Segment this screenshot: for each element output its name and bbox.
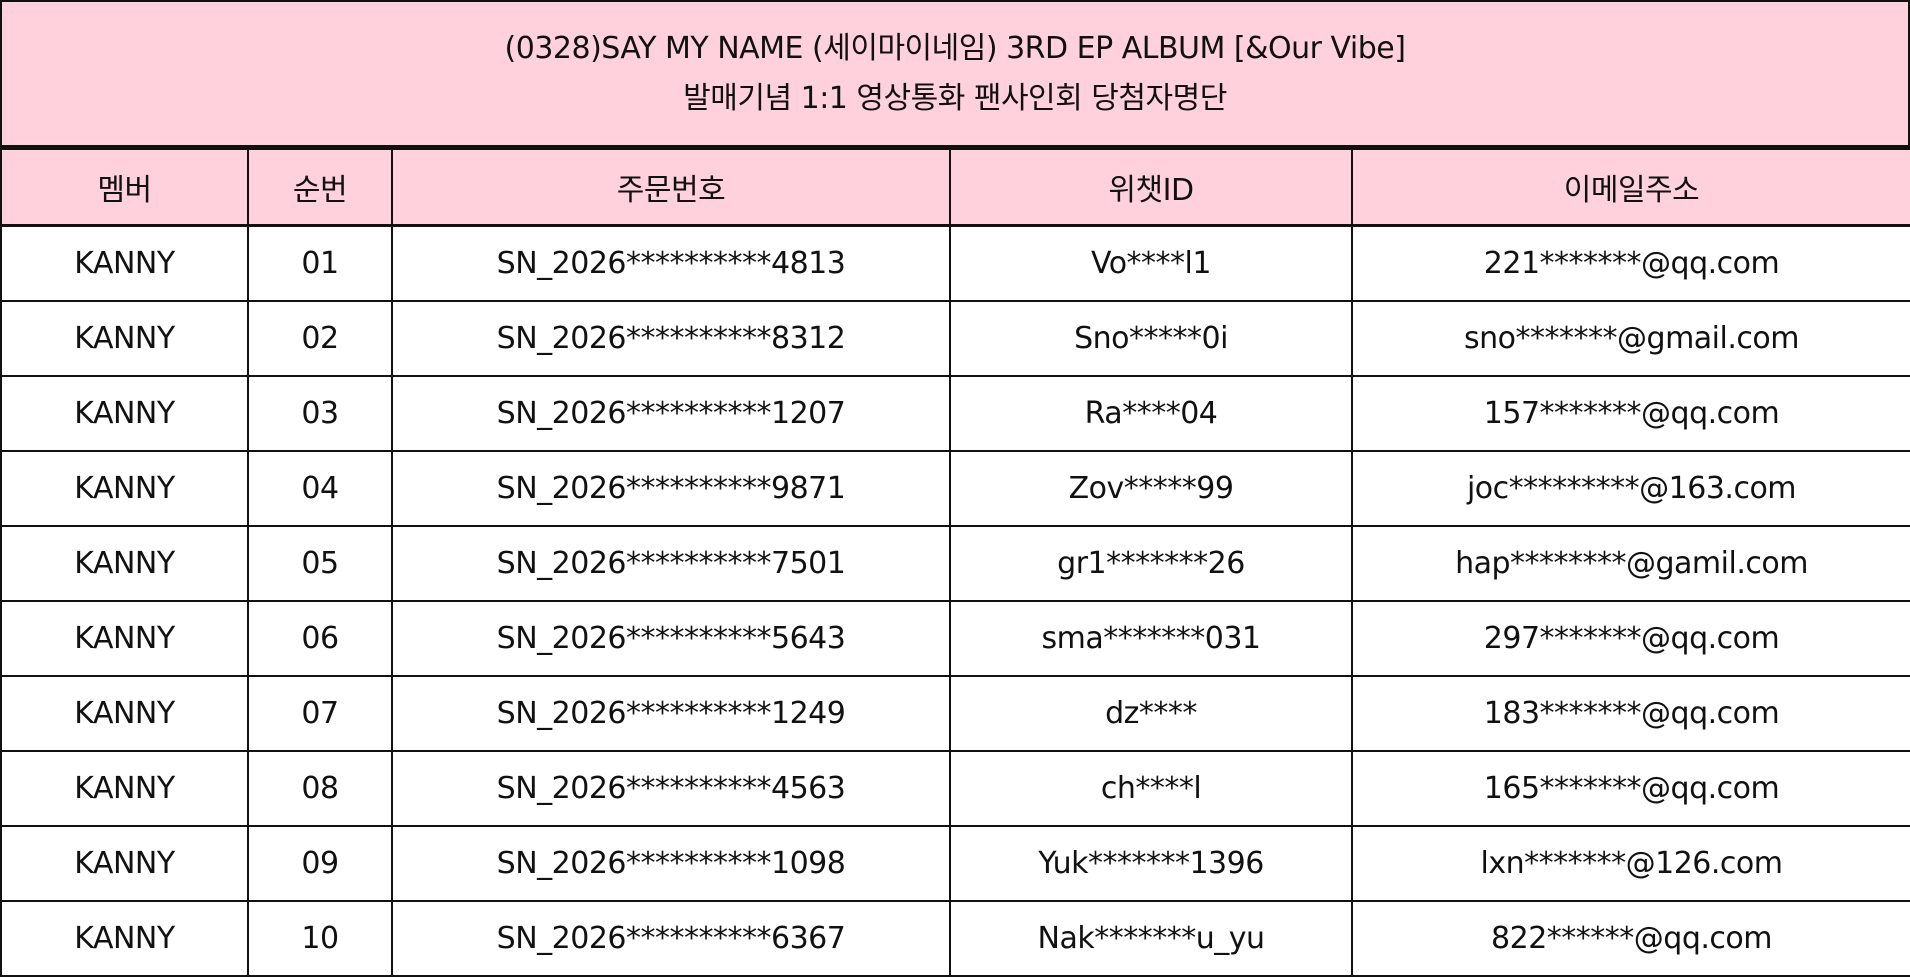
header-row: 멤버 순번 주문번호 위챗ID 이메일주소	[0, 148, 1910, 227]
cell-member: KANNY	[0, 825, 249, 902]
cell-order-number: SN_2026**********6367	[391, 900, 951, 977]
cell-number: 01	[247, 224, 393, 302]
cell-wechat-id: Ra****04	[949, 375, 1353, 452]
cell-order-number: SN_2026**********4563	[391, 750, 951, 827]
cell-email: 221*******@qq.com	[1351, 224, 1910, 302]
table-row: KANNY 08 SN_2026**********4563 ch****l 165**…	[0, 750, 1910, 827]
column-header-wechat-id: 위챗ID	[949, 148, 1353, 227]
cell-email: 165*******@qq.com	[1351, 750, 1910, 827]
cell-wechat-id: dz****	[949, 675, 1353, 752]
cell-wechat-id: Sno*****0i	[949, 300, 1353, 377]
cell-member: KANNY	[0, 600, 249, 677]
cell-member: KANNY	[0, 675, 249, 752]
table-row: KANNY 05 SN_2026**********7501 gr1*******26…	[0, 525, 1910, 602]
cell-member: KANNY	[0, 450, 249, 527]
document-title: (0328)SAY MY NAME (세이마이네임) 3RD EP ALBUM …	[0, 0, 1910, 148]
cell-member: KANNY	[0, 375, 249, 452]
cell-number: 07	[247, 675, 393, 752]
cell-number: 06	[247, 600, 393, 677]
table-row: KANNY 04 SN_2026**********9871 Zov*****99 jo…	[0, 450, 1910, 527]
cell-order-number: SN_2026**********8312	[391, 300, 951, 377]
cell-number: 02	[247, 300, 393, 377]
cell-number: 10	[247, 900, 393, 977]
cell-email: 183*******@qq.com	[1351, 675, 1910, 752]
cell-email: 822******@qq.com	[1351, 900, 1910, 977]
column-header-email: 이메일주소	[1351, 148, 1910, 227]
cell-member: KANNY	[0, 224, 249, 302]
cell-email: 157*******@qq.com	[1351, 375, 1910, 452]
cell-order-number: SN_2026**********5643	[391, 600, 951, 677]
cell-order-number: SN_2026**********1098	[391, 825, 951, 902]
cell-number: 03	[247, 375, 393, 452]
cell-order-number: SN_2026**********9871	[391, 450, 951, 527]
table-row: KANNY 09 SN_2026**********1098 Yuk*******13…	[0, 825, 1910, 902]
cell-number: 04	[247, 450, 393, 527]
cell-order-number: SN_2026**********1207	[391, 375, 951, 452]
cell-wechat-id: ch****l	[949, 750, 1353, 827]
cell-member: KANNY	[0, 300, 249, 377]
cell-email: 297*******@qq.com	[1351, 600, 1910, 677]
table-row: KANNY 02 SN_2026**********8312 Sno*****0i sn…	[0, 300, 1910, 377]
cell-wechat-id: Nak*******u_yu	[949, 900, 1353, 977]
title-line-1: (0328)SAY MY NAME (세이마이네임) 3RD EP ALBUM …	[504, 30, 1406, 66]
title-line-2: 발매기념 1:1 영상통화 팬사인회 당첨자명단	[683, 80, 1227, 116]
cell-order-number: SN_2026**********4813	[391, 224, 951, 302]
cell-order-number: SN_2026**********1249	[391, 675, 951, 752]
cell-wechat-id: Zov*****99	[949, 450, 1353, 527]
cell-member: KANNY	[0, 525, 249, 602]
cell-member: KANNY	[0, 750, 249, 827]
table-row: KANNY 03 SN_2026**********1207 Ra****04 157*…	[0, 375, 1910, 452]
cell-wechat-id: sma*******031	[949, 600, 1353, 677]
cell-order-number: SN_2026**********7501	[391, 525, 951, 602]
table-row: KANNY 06 SN_2026**********5643 sma*******03…	[0, 600, 1910, 677]
cell-number: 08	[247, 750, 393, 827]
cell-wechat-id: Yuk*******1396	[949, 825, 1353, 902]
cell-member: KANNY	[0, 900, 249, 977]
cell-email: hap********@gamil.com	[1351, 525, 1910, 602]
table-row: KANNY 01 SN_2026**********4813 Vo****l1 221*…	[0, 224, 1910, 302]
column-header-member: 멤버	[0, 148, 249, 227]
cell-wechat-id: gr1*******26	[949, 525, 1353, 602]
winners-table: 멤버 순번 주문번호 위챗ID 이메일주소 KANNY 01 SN_2026********…	[0, 148, 1910, 977]
column-header-order-number: 주문번호	[391, 148, 951, 227]
column-header-number: 순번	[247, 148, 393, 227]
cell-number: 05	[247, 525, 393, 602]
cell-wechat-id: Vo****l1	[949, 224, 1353, 302]
cell-email: lxn*******@126.com	[1351, 825, 1910, 902]
cell-number: 09	[247, 825, 393, 902]
table-row: KANNY 07 SN_2026**********1249 dz**** 183***…	[0, 675, 1910, 752]
table-row: KANNY 10 SN_2026**********6367 Nak*******u_…	[0, 900, 1910, 977]
cell-email: sno*******@gmail.com	[1351, 300, 1910, 377]
cell-email: joc*********@163.com	[1351, 450, 1910, 527]
